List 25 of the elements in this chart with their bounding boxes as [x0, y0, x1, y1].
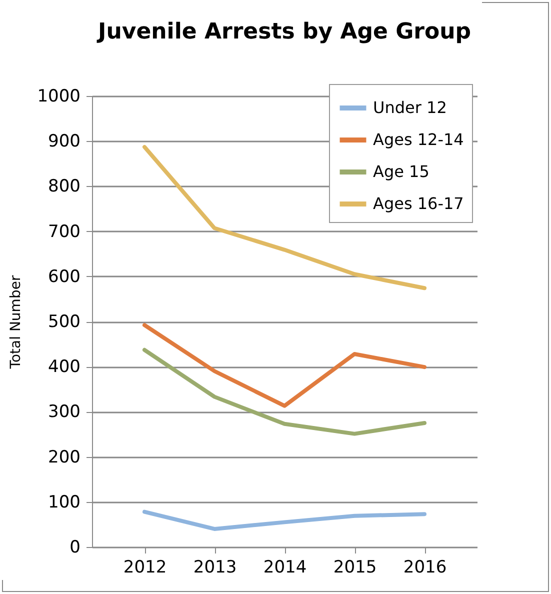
x-tick-label: 2014 — [263, 558, 307, 578]
y-tick-label: 700 — [48, 222, 80, 242]
legend-label: Ages 12-14 — [373, 130, 464, 149]
y-tick-label: 300 — [48, 402, 80, 422]
y-tick-label: 1000 — [37, 86, 80, 106]
x-tick-label: 2016 — [403, 558, 447, 578]
line-series — [142, 323, 426, 408]
x-tick-label: 2015 — [333, 558, 377, 578]
x-tick-label: 2012 — [123, 558, 167, 578]
y-tick-label: 400 — [48, 357, 80, 378]
y-tick-label: 0 — [70, 538, 80, 558]
y-tick-label: 100 — [48, 492, 80, 512]
y-axis-title: Total Number — [8, 275, 24, 370]
y-tick-label: 200 — [48, 447, 80, 468]
line-series — [142, 348, 426, 436]
legend-label: Ages 16-17 — [373, 194, 464, 213]
y-tick-label: 900 — [48, 132, 80, 152]
x-tick-label: 2013 — [193, 558, 237, 578]
y-tick-label: 600 — [48, 266, 80, 287]
y-tick-label: 500 — [48, 312, 80, 332]
legend-label: Age 15 — [373, 162, 430, 181]
line-series — [142, 510, 426, 531]
legend-label: Under 12 — [373, 98, 447, 117]
chart-title: Juvenile Arrests by Age Group — [96, 20, 471, 44]
y-tick-label: 800 — [48, 176, 80, 197]
